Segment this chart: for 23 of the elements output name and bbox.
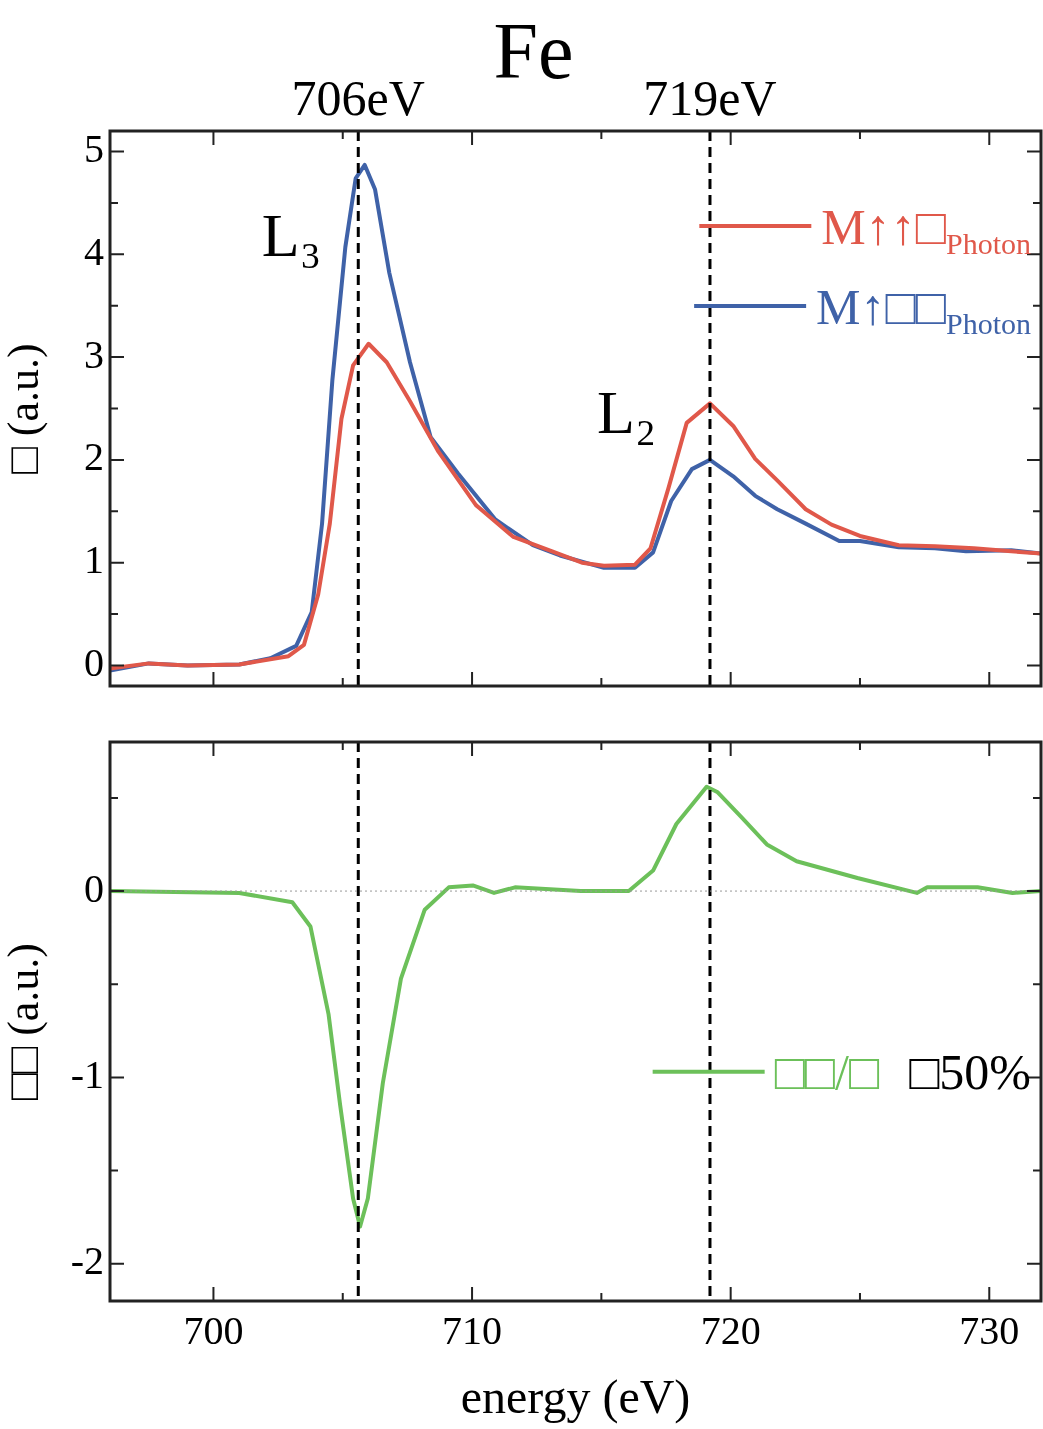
chart-title: Fe [493, 7, 574, 95]
y-tick-label: 1 [84, 537, 104, 583]
y-axis-title: □ (a.u.) [0, 343, 48, 474]
ref-line-label: 719eV [643, 70, 777, 126]
y-tick-label: 4 [84, 228, 104, 274]
x-axis-title: energy (eV) [460, 1369, 691, 1424]
y-tick-label: 3 [84, 331, 104, 377]
annotation: □50% [909, 1044, 1032, 1101]
y-axis-title: □□ (a.u.) [0, 943, 48, 1100]
y-tick-label: -2 [70, 1238, 104, 1284]
y-tick-label: 0 [84, 639, 104, 685]
x-tick-label: 710 [442, 1307, 503, 1353]
y-tick-label: 2 [84, 434, 104, 480]
annotation: L₂ [596, 378, 657, 447]
annotation: L₃ [261, 200, 322, 269]
legend-label: □□/□ [774, 1044, 880, 1101]
y-tick-label: 5 [84, 126, 104, 172]
y-tick-label: -1 [70, 1051, 104, 1097]
x-tick-label: 720 [700, 1307, 761, 1353]
x-tick-label: 730 [959, 1307, 1020, 1353]
x-tick-label: 700 [183, 1307, 244, 1353]
ref-line-label: 706eV [291, 70, 425, 126]
y-tick-label: 0 [84, 865, 104, 911]
